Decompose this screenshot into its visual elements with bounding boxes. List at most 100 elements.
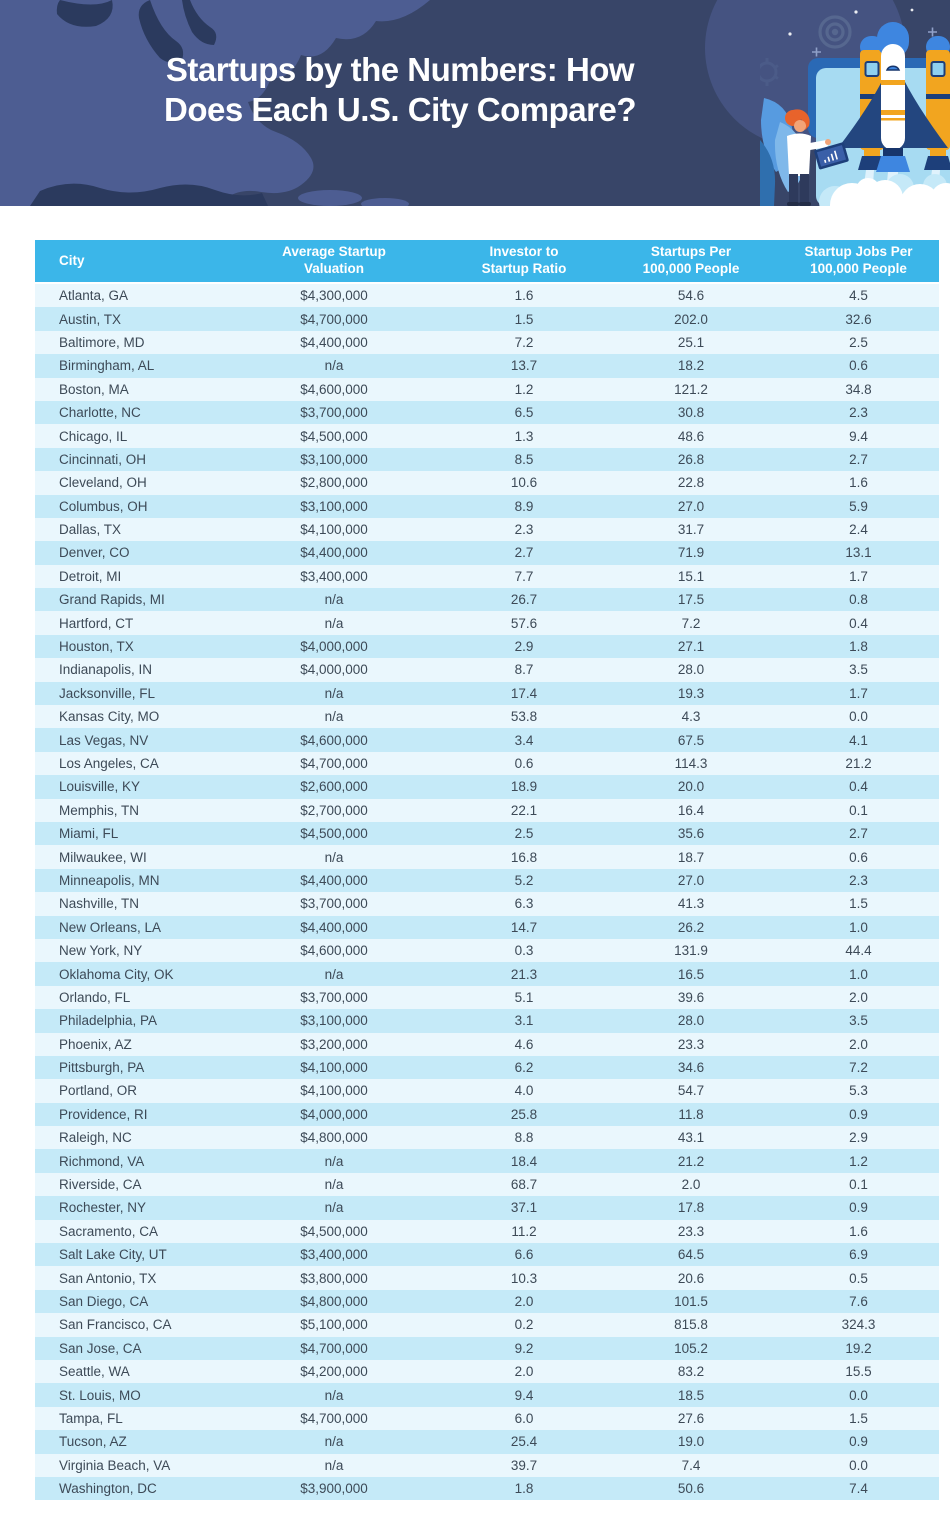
value-cell: 2.7 (514, 545, 534, 561)
value-cell: 1.0 (849, 919, 868, 935)
table-row: New York, NY $4,600,000 0.3 131.9 44.4 (35, 938, 939, 963)
rocket-nozzle-cap (883, 148, 903, 156)
smoke-clouds (819, 174, 950, 206)
value-cell: $4,000,000 (300, 1106, 368, 1122)
value-cell: 0.5 (849, 1270, 868, 1286)
city-cell: Jacksonville, FL (59, 685, 156, 701)
value-cell: 8.7 (514, 662, 534, 678)
value-cell: 0.9 (849, 1200, 868, 1216)
value-cell: 6.9 (849, 1247, 868, 1263)
city-cell: Pittsburgh, PA (59, 1060, 145, 1076)
value-cell: 7.2 (514, 334, 534, 350)
value-cell: 2.0 (514, 1364, 534, 1380)
table-row: Miami, FL $4,500,000 2.5 35.6 2.7 (35, 821, 939, 846)
table-row: Dallas, TX $4,100,000 2.3 31.7 2.4 (35, 517, 939, 542)
page-title-line: Startups by the Numbers: How (165, 51, 635, 88)
value-cell: 39.7 (510, 1457, 538, 1473)
city-cell: Raleigh, NC (59, 1130, 132, 1146)
city-cell: Boston, MA (59, 381, 129, 397)
value-cell: 68.7 (510, 1177, 538, 1193)
value-cell: 3.5 (849, 662, 868, 678)
value-cell: 10.3 (510, 1270, 538, 1286)
table-row: San Diego, CA $4,800,000 2.0 101.5 7.6 (35, 1289, 939, 1314)
value-cell: 1.6 (849, 475, 868, 491)
value-cell: 0.4 (849, 779, 868, 795)
value-cell: 21.2 (845, 756, 872, 771)
city-cell: Denver, CO (59, 545, 130, 561)
value-cell: $5,100,000 (300, 1317, 368, 1333)
value-cell: 41.3 (677, 896, 705, 912)
table-row: Washington, DC $3,900,000 1.8 50.6 7.4 (35, 1476, 939, 1501)
value-cell: 9.2 (514, 1340, 534, 1356)
table-row: Cincinnati, OH $3,100,000 8.5 26.8 2.7 (35, 447, 939, 472)
value-cell: $3,400,000 (300, 568, 368, 584)
value-cell: 44.4 (845, 943, 872, 959)
value-cell: 2.0 (514, 1293, 534, 1309)
column-header-city: City (35, 240, 224, 284)
value-cell: 39.6 (677, 989, 705, 1005)
value-cell: 5.3 (849, 1083, 868, 1099)
value-cell: $4,600,000 (300, 732, 368, 748)
value-cell: 121.2 (674, 381, 708, 397)
table-row: Minneapolis, MN $4,400,000 5.2 27.0 2.3 (35, 868, 939, 893)
city-cell: Detroit, MI (59, 568, 122, 584)
city-cell: Richmond, VA (59, 1153, 145, 1169)
value-cell: 32.6 (845, 311, 872, 327)
value-cell: 20.6 (677, 1270, 705, 1286)
value-cell: 23.3 (677, 1036, 705, 1052)
city-cell: San Francisco, CA (59, 1317, 172, 1333)
value-cell: 15.5 (845, 1364, 872, 1380)
value-cell: 28.0 (677, 1013, 705, 1029)
value-cell: 114.3 (674, 756, 708, 771)
person-with-laptop (785, 109, 849, 206)
value-cell: 23.3 (677, 1223, 705, 1239)
value-cell: 0.1 (849, 1177, 868, 1193)
table-row: Sacramento, CA $4,500,000 11.2 23.3 1.6 (35, 1219, 939, 1244)
rocket-window (885, 65, 901, 71)
value-cell: 83.2 (677, 1364, 705, 1380)
value-cell: $4,400,000 (300, 919, 368, 935)
value-cell: 1.3 (514, 428, 534, 444)
table-row: Atlanta, GA $4,300,000 1.6 54.6 4.5 (35, 283, 939, 308)
rocket-stripes (881, 80, 905, 121)
city-cell: Sacramento, CA (59, 1223, 159, 1239)
value-cell: $4,000,000 (300, 639, 368, 655)
value-cell: $4,600,000 (300, 381, 368, 397)
target-icon (818, 15, 852, 49)
city-cell: Virginia Beach, VA (59, 1457, 171, 1473)
value-cell: 22.8 (677, 475, 705, 491)
city-cell: Nashville, TN (59, 896, 140, 912)
city-cell: Baltimore, MD (59, 334, 145, 350)
value-cell: 27.1 (677, 639, 705, 655)
value-cell: $4,100,000 (300, 522, 368, 538)
value-cell: $4,400,000 (300, 872, 368, 888)
value-cell: n/a (324, 1153, 344, 1169)
map-lake (138, 0, 184, 63)
value-cell: 0.3 (514, 943, 534, 959)
value-cell: 101.5 (674, 1293, 708, 1309)
city-cell: Los Angeles, CA (59, 756, 159, 771)
city-cell: New Orleans, LA (59, 919, 162, 935)
table-row: Tampa, FL $4,700,000 6.0 27.6 1.5 (35, 1406, 939, 1431)
value-cell: 9.4 (849, 428, 868, 444)
table-row: Portland, OR $4,100,000 4.0 54.7 5.3 (35, 1079, 939, 1103)
value-cell: 7.2 (849, 1060, 868, 1076)
laptop-chart-icon (814, 142, 849, 170)
value-cell: $3,100,000 (300, 451, 368, 467)
city-cell: Tampa, FL (59, 1410, 123, 1426)
rocket-body (881, 44, 905, 150)
value-cell: 1.8 (514, 1481, 534, 1497)
value-cell: 6.5 (514, 405, 534, 421)
value-cell: 27.0 (677, 872, 705, 888)
value-cell: 0.4 (849, 615, 868, 631)
value-cell: n/a (324, 709, 344, 725)
table-row: Phoenix, AZ $3,200,000 4.6 23.3 2.0 (35, 1032, 939, 1056)
value-cell: 0.6 (849, 358, 868, 374)
value-cell: 54.7 (677, 1083, 705, 1099)
shoe (787, 202, 799, 206)
value-cell: n/a (324, 685, 344, 701)
value-cell: 35.6 (677, 826, 705, 842)
gear-icon (760, 58, 779, 86)
table-header-row: City Average Startup Valuation Investor to… (35, 240, 939, 284)
value-cell: 17.8 (677, 1200, 705, 1216)
